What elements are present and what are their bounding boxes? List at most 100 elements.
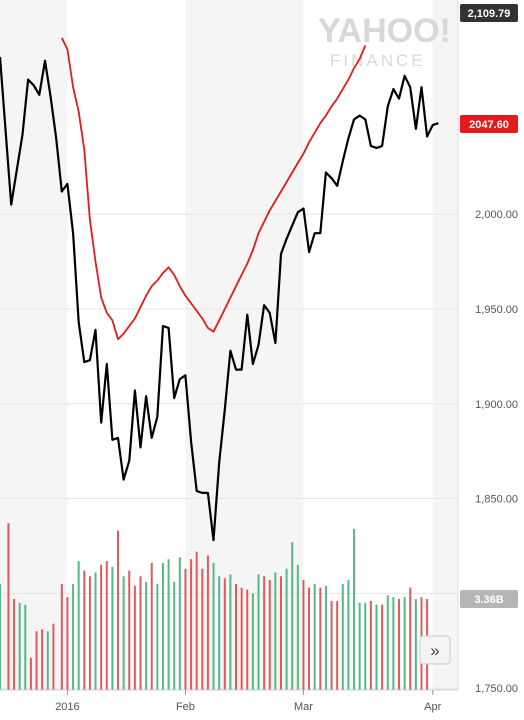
volume-bar bbox=[18, 602, 21, 690]
volume-bars bbox=[0, 523, 429, 690]
volume-bar bbox=[381, 604, 384, 690]
volume-bar bbox=[111, 566, 114, 690]
volume-bar bbox=[190, 559, 193, 690]
volume-bar bbox=[128, 570, 131, 690]
volume-bar bbox=[218, 576, 221, 690]
high-value-badge: 2,109.79 bbox=[468, 8, 511, 20]
volume-bar bbox=[24, 604, 27, 690]
y-tick-label: 1,900.00 bbox=[475, 399, 518, 411]
x-tick-label: Feb bbox=[176, 701, 195, 713]
volume-bar bbox=[403, 597, 406, 690]
volume-bar bbox=[392, 597, 395, 690]
expand-chevron-icon[interactable]: » bbox=[430, 641, 439, 660]
volume-bar bbox=[195, 551, 198, 690]
volume-bar bbox=[409, 587, 412, 690]
volume-bar bbox=[246, 589, 249, 690]
volume-bar bbox=[336, 600, 339, 690]
volume-bar bbox=[66, 597, 69, 690]
volume-bar bbox=[122, 576, 125, 690]
volume-bar bbox=[77, 561, 80, 690]
expand-button-bg[interactable] bbox=[419, 635, 451, 665]
x-axis: 2016 Feb Mar Apr bbox=[55, 690, 442, 713]
watermark-line2: FINANCE bbox=[330, 51, 426, 70]
volume-bar bbox=[0, 583, 1, 690]
volume-bar bbox=[184, 568, 187, 690]
volume-bar bbox=[35, 631, 38, 690]
y-tick-label: 1,750.00 bbox=[475, 683, 518, 695]
volume-bar bbox=[88, 576, 91, 690]
volume-bar bbox=[100, 564, 103, 690]
volume-bar bbox=[145, 581, 148, 690]
volume-bar bbox=[364, 602, 367, 690]
x-tick-label: Mar bbox=[294, 701, 313, 713]
volume-bar bbox=[29, 657, 32, 690]
high-value-badge-bg bbox=[460, 4, 518, 22]
volume-badge-bg bbox=[460, 590, 518, 609]
volume-bar bbox=[212, 562, 215, 690]
last-price-badge-bg bbox=[460, 114, 518, 133]
volume-bar bbox=[133, 585, 136, 690]
volume-bar bbox=[235, 583, 238, 690]
volume-bar bbox=[257, 574, 260, 690]
volume-bar bbox=[206, 555, 209, 690]
volume-badge: 3.36B bbox=[474, 594, 503, 606]
last-price-badge: 2047.60 bbox=[469, 119, 509, 131]
volume-bar bbox=[279, 576, 282, 690]
volume-bar bbox=[105, 561, 108, 690]
volume-bar bbox=[156, 583, 159, 690]
volume-bar bbox=[178, 557, 181, 690]
volume-bar bbox=[285, 568, 288, 690]
value-badges: 2,109.79 2047.60 3.36B bbox=[460, 4, 518, 609]
price-series bbox=[0, 37, 439, 542]
watermark-line1: YAHOO! bbox=[318, 12, 451, 50]
volume-bar bbox=[7, 523, 10, 690]
y-tick-label: 1,850.00 bbox=[475, 494, 518, 506]
volume-bar bbox=[94, 572, 97, 690]
volume-bar bbox=[302, 580, 305, 690]
volume-bar bbox=[308, 587, 311, 690]
volume-bar bbox=[52, 623, 55, 690]
shaded-period-0 bbox=[0, 0, 68, 690]
x-tick-label: 2016 bbox=[55, 701, 79, 713]
volume-bar bbox=[274, 572, 277, 690]
volume-bar bbox=[167, 559, 170, 690]
volume-bar bbox=[268, 580, 271, 690]
volume-bar bbox=[150, 562, 153, 690]
volume-bar bbox=[324, 585, 327, 690]
y-axis: 1,750.001,800.001,850.001,900.001,950.00… bbox=[475, 209, 518, 695]
volume-bar bbox=[347, 580, 350, 690]
volume-bar bbox=[83, 570, 86, 690]
volume-bar bbox=[386, 595, 389, 690]
series-line-0 bbox=[0, 56, 439, 542]
volume-bar bbox=[229, 574, 232, 690]
volume-bar bbox=[397, 599, 400, 690]
yahoo-finance-watermark: YAHOO! FINANCE bbox=[318, 12, 451, 70]
volume-bar bbox=[369, 600, 372, 690]
volume-bar bbox=[358, 602, 361, 690]
expand-button[interactable]: » bbox=[419, 635, 451, 665]
volume-bar bbox=[414, 599, 417, 690]
volume-bar bbox=[291, 542, 294, 690]
volume-bar bbox=[240, 587, 243, 690]
y-tick-label: 2,000.00 bbox=[475, 209, 518, 221]
volume-bar bbox=[46, 631, 49, 690]
volume-bar bbox=[223, 578, 226, 690]
volume-bar bbox=[13, 599, 16, 690]
volume-bar bbox=[201, 568, 204, 690]
shaded-period-2 bbox=[432, 0, 458, 690]
volume-bar bbox=[41, 629, 44, 690]
volume-bar bbox=[161, 562, 164, 690]
volume-bar bbox=[263, 576, 266, 690]
volume-bar bbox=[139, 576, 142, 690]
volume-bar bbox=[313, 583, 316, 690]
x-tick-label: Apr bbox=[424, 701, 441, 713]
volume-bar bbox=[341, 583, 344, 690]
volume-bar bbox=[375, 604, 378, 690]
volume-bar bbox=[251, 593, 254, 690]
volume-bar bbox=[72, 583, 75, 690]
volume-bar bbox=[60, 583, 63, 690]
volume-bar bbox=[330, 600, 333, 690]
y-tick-label: 1,950.00 bbox=[475, 304, 518, 316]
series-line-1 bbox=[60, 37, 367, 341]
